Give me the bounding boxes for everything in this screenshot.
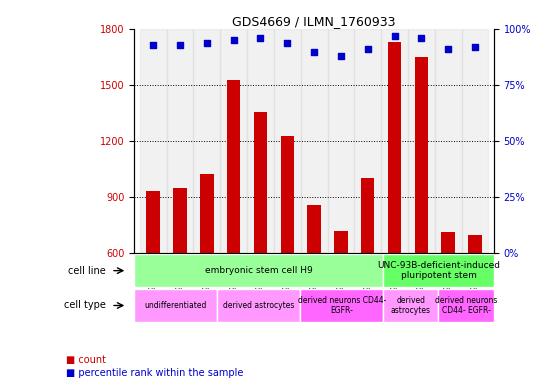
Bar — [307, 205, 321, 365]
Point — [336, 53, 345, 59]
Bar — [442, 232, 455, 365]
Bar — [274, 29, 301, 253]
FancyBboxPatch shape — [383, 254, 494, 287]
Point — [203, 40, 211, 46]
Point — [256, 35, 265, 41]
Point — [229, 37, 238, 43]
Point — [176, 42, 185, 48]
Point — [149, 42, 158, 48]
Bar — [220, 29, 247, 253]
Bar — [247, 29, 274, 253]
Text: UNC-93B-deficient-induced
pluripotent stem: UNC-93B-deficient-induced pluripotent st… — [377, 261, 500, 280]
Bar — [388, 42, 401, 365]
Bar — [281, 136, 294, 365]
Point — [417, 35, 426, 41]
Bar — [334, 231, 348, 365]
Text: derived neurons CD44-
EGFR-: derived neurons CD44- EGFR- — [298, 296, 386, 315]
Point — [390, 33, 399, 39]
Point — [363, 46, 372, 52]
FancyBboxPatch shape — [383, 289, 438, 322]
Point — [444, 46, 453, 52]
Bar — [301, 29, 328, 253]
Text: ■ count: ■ count — [66, 355, 105, 365]
Text: undifferentiated: undifferentiated — [145, 301, 207, 310]
Bar — [193, 29, 220, 253]
Point — [471, 44, 479, 50]
Bar — [167, 29, 193, 253]
Text: cell line: cell line — [68, 266, 106, 276]
FancyBboxPatch shape — [438, 289, 494, 322]
Bar — [408, 29, 435, 253]
Text: cell type: cell type — [64, 301, 106, 311]
Bar — [414, 57, 428, 365]
Bar — [200, 174, 213, 365]
Bar — [254, 112, 267, 365]
Bar — [227, 79, 240, 365]
Text: embryonic stem cell H9: embryonic stem cell H9 — [205, 266, 313, 275]
FancyBboxPatch shape — [300, 289, 383, 322]
FancyBboxPatch shape — [134, 289, 217, 322]
Bar — [173, 188, 187, 365]
Text: derived neurons
CD44- EGFR-: derived neurons CD44- EGFR- — [435, 296, 497, 315]
Bar — [361, 177, 375, 365]
Bar — [468, 235, 482, 365]
Text: derived astrocytes: derived astrocytes — [223, 301, 294, 310]
Text: ■ percentile rank within the sample: ■ percentile rank within the sample — [66, 368, 243, 378]
Point — [283, 40, 292, 46]
FancyBboxPatch shape — [134, 254, 383, 287]
FancyBboxPatch shape — [217, 289, 300, 322]
Bar — [435, 29, 461, 253]
Bar — [354, 29, 381, 253]
Bar — [381, 29, 408, 253]
Bar — [146, 191, 160, 365]
Bar — [140, 29, 167, 253]
Bar — [461, 29, 489, 253]
Bar — [328, 29, 354, 253]
Point — [310, 48, 318, 55]
Text: derived
astrocytes: derived astrocytes — [391, 296, 431, 315]
Title: GDS4669 / ILMN_1760933: GDS4669 / ILMN_1760933 — [233, 15, 396, 28]
